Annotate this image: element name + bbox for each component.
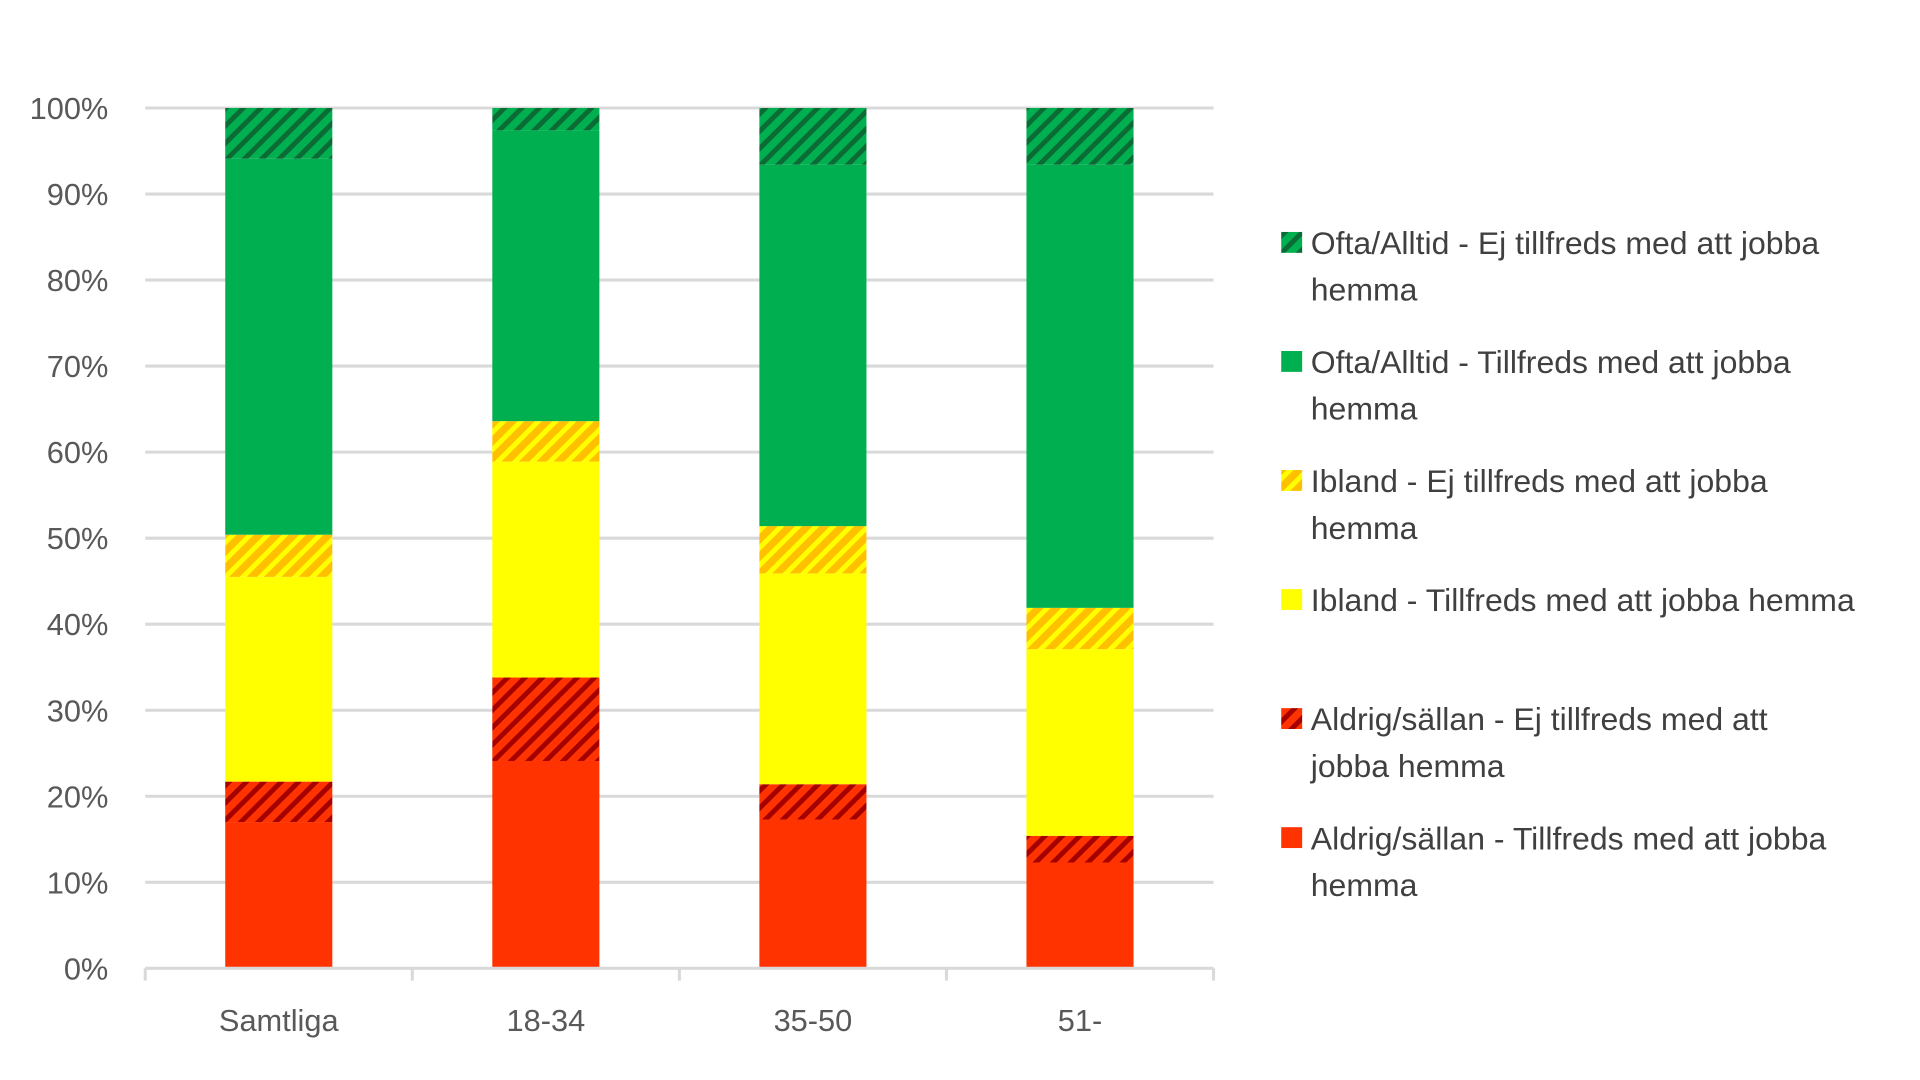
bar-segment [225, 822, 333, 969]
bars [225, 108, 1134, 969]
bar-segment [225, 781, 333, 823]
legend-label: Aldrig/sällan - Tillfreds med att jobba h… [1311, 820, 1827, 903]
bar-segment [492, 760, 600, 969]
legend-swatch [1281, 589, 1303, 610]
legend-item: Ibland - Tillfreds med att jobba hemma [1281, 582, 1855, 618]
bar-segment [759, 784, 867, 820]
bar-segment [492, 461, 600, 678]
x-tick-label: 18-34 [507, 1003, 586, 1038]
legend: Ofta/Alltid - Ej tillfreds med att jobba… [1281, 225, 1855, 903]
y-tick-label: 80% [47, 263, 109, 298]
bar-segment [1026, 835, 1134, 863]
legend-item: Ibland - Ej tillfreds med att jobba hemma [1281, 463, 1768, 546]
legend-item: Aldrig/sällan - Ej tillfreds med att jobb… [1281, 701, 1768, 784]
bar-segment [1026, 649, 1134, 836]
bar-segment [759, 526, 867, 574]
legend-label: Ofta/Alltid - Ej tillfreds med att jobba… [1311, 225, 1820, 308]
x-tick-label: 35-50 [774, 1003, 853, 1038]
y-tick-label: 70% [47, 349, 109, 384]
legend-item: Ofta/Alltid - Ej tillfreds med att jobba… [1281, 225, 1819, 308]
bar-segment [759, 819, 867, 969]
axes: Samtliga 18-34 35-50 51- [143, 966, 1216, 1038]
y-tick-label: 10% [47, 865, 109, 900]
legend-label: Ofta/Alltid - Tillfreds med att jobba hem… [1311, 344, 1791, 427]
y-tick-label: 40% [47, 607, 109, 642]
bar-segment [225, 534, 333, 577]
y-tick-label: 50% [47, 521, 109, 556]
bar-segment [759, 164, 867, 527]
y-tick-label: 100% [30, 91, 109, 126]
bar-segment [225, 158, 333, 535]
bar-segment [1026, 164, 1134, 608]
legend-swatch [1281, 351, 1303, 372]
bar-segment [759, 108, 867, 165]
legend-label: Aldrig/sällan - Ej tillfreds med att jobb… [1310, 701, 1768, 784]
bar-segment [1026, 108, 1134, 165]
legend-label: Ibland - Ej tillfreds med att jobba hemma [1311, 463, 1768, 546]
y-tick-label: 0% [64, 951, 108, 986]
legend-swatch [1281, 827, 1303, 849]
bar-segment [1026, 862, 1134, 969]
legend-swatch [1281, 708, 1303, 729]
bar-segment [225, 108, 333, 159]
legend-item: Aldrig/sällan - Tillfreds med att jobba h… [1281, 820, 1827, 903]
bar-segment [225, 576, 333, 782]
y-tick-label: 30% [47, 693, 109, 728]
bar-segment [492, 677, 600, 761]
x-tick-label: Samtliga [219, 1003, 340, 1038]
legend-label: Ibland - Tillfreds med att jobba hemma [1311, 582, 1855, 618]
x-tick-label: 51- [1058, 1003, 1102, 1038]
bar-segment [492, 108, 600, 131]
bar-segment [492, 130, 600, 422]
bar-segment [1026, 607, 1134, 650]
y-tick-label: 60% [47, 435, 109, 470]
bar-segment [759, 573, 867, 785]
y-tick-label: 20% [47, 779, 109, 814]
y-tick-label: 90% [47, 177, 109, 212]
legend-item: Ofta/Alltid - Tillfreds med att jobba hem… [1281, 344, 1791, 427]
bar-segment [492, 421, 600, 462]
legend-swatch [1281, 470, 1303, 491]
legend-swatch [1281, 231, 1303, 253]
